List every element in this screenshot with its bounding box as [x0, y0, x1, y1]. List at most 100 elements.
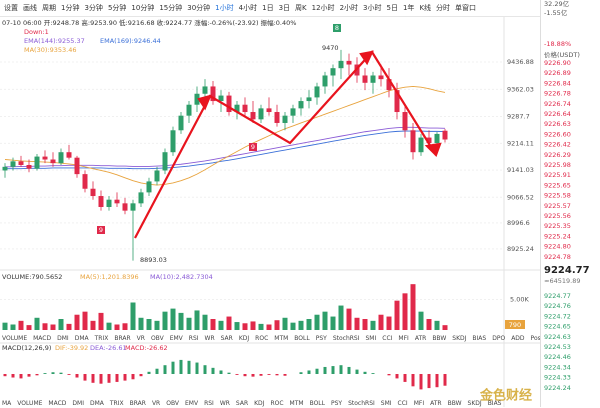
indicator-tab[interactable]: SKDJ: [452, 334, 467, 342]
indicator-tab[interactable]: WR: [204, 334, 215, 342]
ask-price: 9226.78: [544, 90, 571, 98]
indicator-tab[interactable]: CCI: [382, 334, 393, 342]
indicator-tab[interactable]: EMV: [169, 334, 183, 342]
toolbar-item[interactable]: 周K: [295, 4, 307, 12]
macd-bar: [139, 374, 143, 377]
indicator-tab[interactable]: TRIX: [94, 334, 109, 342]
macd-bar: [363, 371, 367, 374]
indicator-tab[interactable]: EMV: [184, 399, 199, 407]
toolbar-item[interactable]: 5日: [386, 4, 398, 12]
toolbar-item[interactable]: 3小时: [363, 4, 382, 12]
indicator-tab[interactable]: PSY: [315, 334, 327, 342]
indicator-tab[interactable]: SAR: [235, 399, 249, 407]
bid-price: 9224.77: [544, 292, 571, 300]
indicator-tab[interactable]: MFI: [398, 334, 409, 342]
toolbar-item[interactable]: 画线: [23, 4, 37, 12]
indicator-tab[interactable]: StochRSI: [332, 334, 360, 342]
indicator-tab[interactable]: RSI: [188, 334, 199, 342]
indicator-tab[interactable]: BRAR: [114, 334, 131, 342]
macd-bar: [107, 374, 111, 383]
candle-body: [394, 90, 400, 113]
toolbar: 设置 画线 周期 1分钟 3分钟 5分钟 10分钟 15分钟 30分钟 1小时 4小时 1日 3日 周K 1…: [0, 0, 544, 17]
indicator-tab[interactable]: SKDJ: [467, 399, 482, 407]
indicator-tab[interactable]: StochRSI: [348, 399, 375, 407]
macd-bar: [339, 365, 343, 374]
indicator-tab[interactable]: BBW: [432, 334, 447, 342]
indicator-tab[interactable]: SMI: [380, 399, 392, 407]
low-annotation: 8893.03: [140, 256, 167, 264]
chart: 07-10 06:00 开:9248.78 高:9253.90 低:9216.6…: [0, 17, 540, 407]
toolbar-item[interactable]: 分时: [436, 4, 451, 12]
indicator-tab[interactable]: KDJ: [254, 399, 265, 407]
candle-body: [194, 93, 200, 105]
indicator-tab[interactable]: ROC: [255, 334, 269, 342]
y-tick-label: 8925.24: [507, 245, 534, 253]
indicator-tab[interactable]: WR: [219, 399, 230, 407]
indicator-tab[interactable]: DMI: [57, 334, 69, 342]
indicator-tab[interactable]: BRAR: [129, 399, 146, 407]
indicator-tab[interactable]: Position: [530, 334, 542, 342]
toolbar-item[interactable]: 周期: [42, 4, 56, 12]
signal-badge-label: 9: [99, 226, 103, 234]
toolbar-item[interactable]: 1分钟: [61, 4, 80, 12]
toolbar-item[interactable]: 2小时: [339, 4, 359, 12]
indicator-tab[interactable]: BIAS: [487, 399, 502, 407]
indicator-tab[interactable]: VR: [136, 334, 145, 342]
macd-bar: [3, 374, 7, 377]
indicator-tab[interactable]: DMI: [72, 399, 84, 407]
indicator-tab[interactable]: DMA: [74, 334, 89, 342]
indicator-tab[interactable]: ATR: [430, 399, 442, 407]
volume-bar: [386, 316, 392, 330]
indicator-tab[interactable]: ADD: [511, 334, 525, 342]
indicator-tab[interactable]: MTM: [274, 334, 289, 342]
toolbar-item[interactable]: K线: [419, 4, 432, 12]
candle-body: [130, 203, 136, 211]
toolbar-item[interactable]: 15分钟: [159, 4, 183, 12]
indicator-tab[interactable]: VOLUME: [2, 334, 28, 342]
indicator-tab[interactable]: MA: [2, 399, 12, 407]
indicator-tab[interactable]: VOLUME: [17, 399, 43, 407]
toolbar-item[interactable]: 3日: [278, 4, 291, 12]
toolbar-item[interactable]: 30分钟: [187, 4, 211, 12]
toolbar-item[interactable]: 1小时: [215, 4, 234, 12]
volume-ma: MA(5):1,201.8396: [80, 273, 139, 281]
toolbar-item[interactable]: 12小时: [311, 4, 335, 12]
toolbar-item[interactable]: 10分钟: [131, 4, 155, 12]
indicator-tab[interactable]: ATR: [414, 334, 427, 342]
indicator-tab[interactable]: MACD: [48, 399, 67, 407]
indicator-tab[interactable]: SAR: [220, 334, 233, 342]
indicator-tab[interactable]: MFI: [413, 399, 425, 407]
indicator-tab[interactable]: MACD: [33, 334, 52, 342]
indicator-tab[interactable]: ROC: [270, 399, 284, 407]
candle-body: [290, 108, 296, 116]
indicator-tab[interactable]: VR: [151, 399, 161, 407]
toolbar-item[interactable]: 5分钟: [107, 4, 127, 12]
indicator-tab[interactable]: PSY: [331, 399, 343, 407]
toolbar-item[interactable]: 1日: [262, 4, 274, 12]
toolbar-item[interactable]: 设置: [4, 4, 18, 12]
candle-body: [210, 86, 216, 102]
indicator-tab[interactable]: BOLL: [294, 334, 310, 342]
toolbar-item[interactable]: 1年: [402, 4, 415, 12]
indicator-tab[interactable]: OBV: [166, 399, 179, 407]
indicator-tab[interactable]: RSI: [204, 399, 214, 407]
indicator-tab[interactable]: CCI: [397, 399, 408, 407]
indicator-tab[interactable]: MTM: [289, 399, 304, 407]
indicator-tab[interactable]: TRIX: [109, 399, 124, 407]
candle-body: [178, 115, 184, 131]
toolbar-item[interactable]: 4小时: [238, 4, 258, 12]
volume-bar: [210, 319, 216, 330]
indicator-tab[interactable]: DPO: [492, 334, 506, 342]
toolbar-item[interactable]: 单窗口: [455, 4, 477, 12]
indicator-tab[interactable]: BOLL: [309, 399, 325, 407]
change: -18.88%: [544, 40, 571, 48]
ask-price: 9225.56: [544, 212, 571, 220]
indicator-tab[interactable]: BIAS: [472, 334, 487, 342]
indicator-tab[interactable]: DMA: [89, 399, 104, 407]
toolbar-item[interactable]: 3分钟: [84, 4, 103, 12]
indicator-tab[interactable]: BBW: [447, 399, 462, 407]
indicator-tab[interactable]: OBV: [150, 334, 164, 342]
indicator-tab[interactable]: SMI: [365, 334, 377, 342]
signal-badge-label: 8: [335, 24, 339, 32]
indicator-tab[interactable]: KDJ: [238, 334, 250, 342]
